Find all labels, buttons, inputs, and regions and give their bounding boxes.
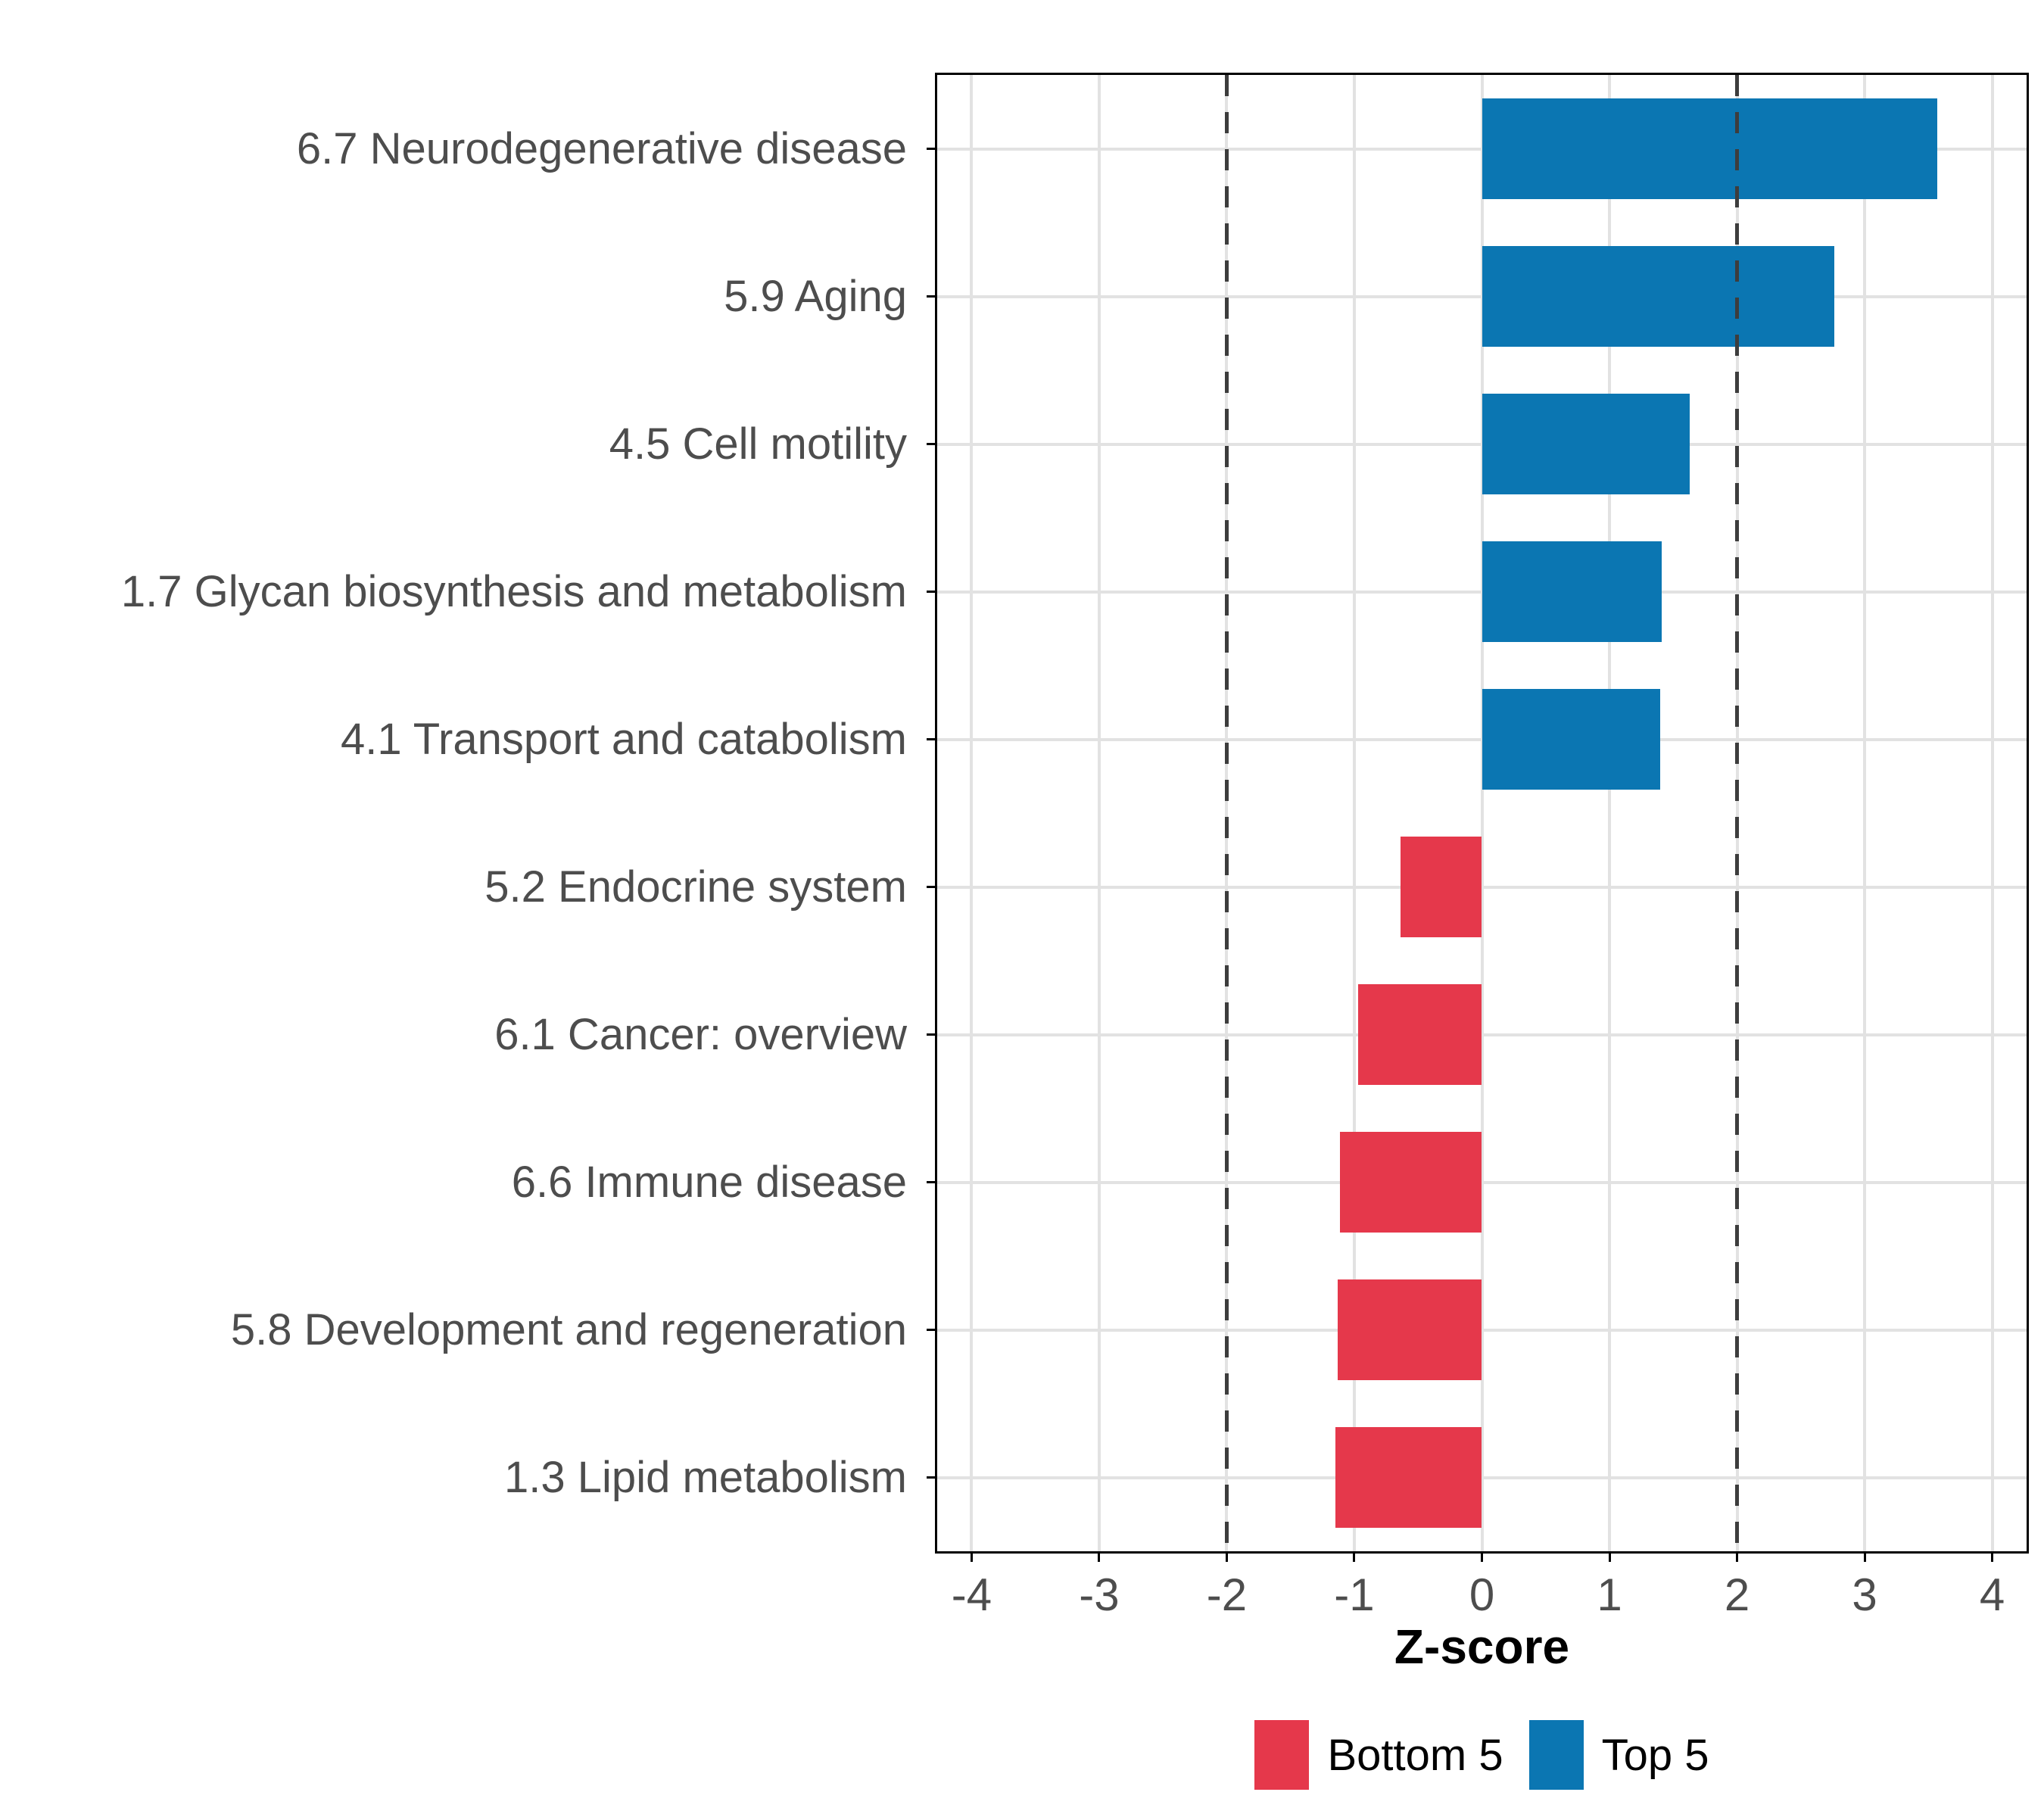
x-gridline <box>1863 75 1866 1551</box>
y-label-4-1-transport-and-catabolism: 4.1 Transport and catabolism <box>341 714 907 764</box>
x-tick <box>1736 1554 1738 1562</box>
y-tick <box>927 1033 935 1036</box>
y-label-5-8-development-and-regeneration: 5.8 Development and regeneration <box>230 1304 907 1354</box>
x-tick-label-2: 2 <box>1724 1569 1750 1620</box>
x-tick <box>970 1554 973 1562</box>
legend-key-top-5 <box>1528 1720 1584 1790</box>
legend-item-top-5: Top 5 <box>1528 1720 1709 1790</box>
y-label-4-5-cell-motility: 4.5 Cell motility <box>609 419 907 469</box>
x-gridline <box>1608 75 1611 1551</box>
x-gridline <box>1480 75 1484 1551</box>
y-label-6-7-neurodegenerative-disease: 6.7 Neurodegenerative disease <box>296 123 907 173</box>
x-gridline <box>1352 75 1356 1551</box>
y-label-5-9-aging: 5.9 Aging <box>724 271 907 321</box>
x-tick-label-neg1: -1 <box>1334 1569 1375 1620</box>
y-label-6-6-immune-disease: 6.6 Immune disease <box>511 1157 907 1207</box>
x-tick <box>1098 1554 1101 1562</box>
x-tick <box>1481 1554 1483 1562</box>
legend-label-bottom-5: Bottom 5 <box>1327 1730 1503 1780</box>
bar-6-6-immune-disease <box>1340 1132 1482 1233</box>
y-gridline <box>937 1180 2027 1184</box>
x-tick-label-neg2: -2 <box>1206 1569 1248 1620</box>
y-tick <box>927 1181 935 1183</box>
y-label-1-3-lipid-metabolism: 1.3 Lipid metabolism <box>504 1452 907 1502</box>
y-label-1-7-glycan-biosynthesis-and-metabolism: 1.7 Glycan biosynthesis and metabolism <box>120 566 907 616</box>
x-gridline <box>1097 75 1101 1551</box>
y-gridline <box>937 1033 2027 1036</box>
y-tick <box>927 295 935 298</box>
y-tick <box>927 1476 935 1479</box>
y-tick <box>927 738 935 740</box>
x-tick-label-neg3: -3 <box>1079 1569 1120 1620</box>
x-tick-label-1: 1 <box>1597 1569 1622 1620</box>
bar-5-8-development-and-regeneration <box>1338 1279 1482 1380</box>
bar-4-5-cell-motility <box>1482 394 1690 494</box>
y-tick <box>927 148 935 150</box>
y-tick <box>927 591 935 593</box>
legend: Bottom 5 Top 5 <box>937 1720 2027 1790</box>
x-tick <box>1225 1554 1228 1562</box>
legend-label-top-5: Top 5 <box>1601 1730 1709 1780</box>
bar-1-3-lipid-metabolism <box>1335 1427 1482 1528</box>
x-axis-title: Z-score <box>1394 1619 1570 1674</box>
x-tick <box>1991 1554 1993 1562</box>
bar-4-1-transport-and-catabolism <box>1482 689 1661 790</box>
x-tick-label-neg4: -4 <box>951 1569 992 1620</box>
reference-line-z-2 <box>1224 75 1229 1551</box>
x-tick <box>1863 1554 1866 1562</box>
x-tick <box>1353 1554 1356 1562</box>
plot-panel <box>935 73 2029 1554</box>
x-tick-label-0: 0 <box>1469 1569 1495 1620</box>
x-gridline <box>1990 75 1994 1551</box>
y-gridline <box>937 1476 2027 1479</box>
y-label-6-1-cancer-overview: 6.1 Cancer: overview <box>494 1009 907 1059</box>
reference-line-z2 <box>1735 75 1739 1551</box>
legend-key-bottom-5 <box>1254 1720 1310 1790</box>
x-gridline <box>970 75 974 1551</box>
y-tick <box>927 1329 935 1331</box>
bar-5-9-aging <box>1482 246 1834 347</box>
y-gridline <box>937 885 2027 889</box>
bar-6-1-cancer-overview <box>1358 984 1482 1085</box>
y-label-5-2-endocrine-system: 5.2 Endocrine system <box>485 862 907 912</box>
y-gridline <box>937 1328 2027 1332</box>
x-tick-label-3: 3 <box>1852 1569 1877 1620</box>
bar-5-2-endocrine-system <box>1400 837 1482 937</box>
y-tick <box>927 443 935 445</box>
bar-1-7-glycan-biosynthesis-and-metabolism <box>1482 541 1662 642</box>
legend-item-bottom-5: Bottom 5 <box>1254 1720 1503 1790</box>
x-tick <box>1608 1554 1611 1562</box>
bar-6-7-neurodegenerative-disease <box>1482 98 1938 199</box>
x-tick-label-4: 4 <box>1979 1569 2005 1620</box>
y-tick <box>927 886 935 888</box>
